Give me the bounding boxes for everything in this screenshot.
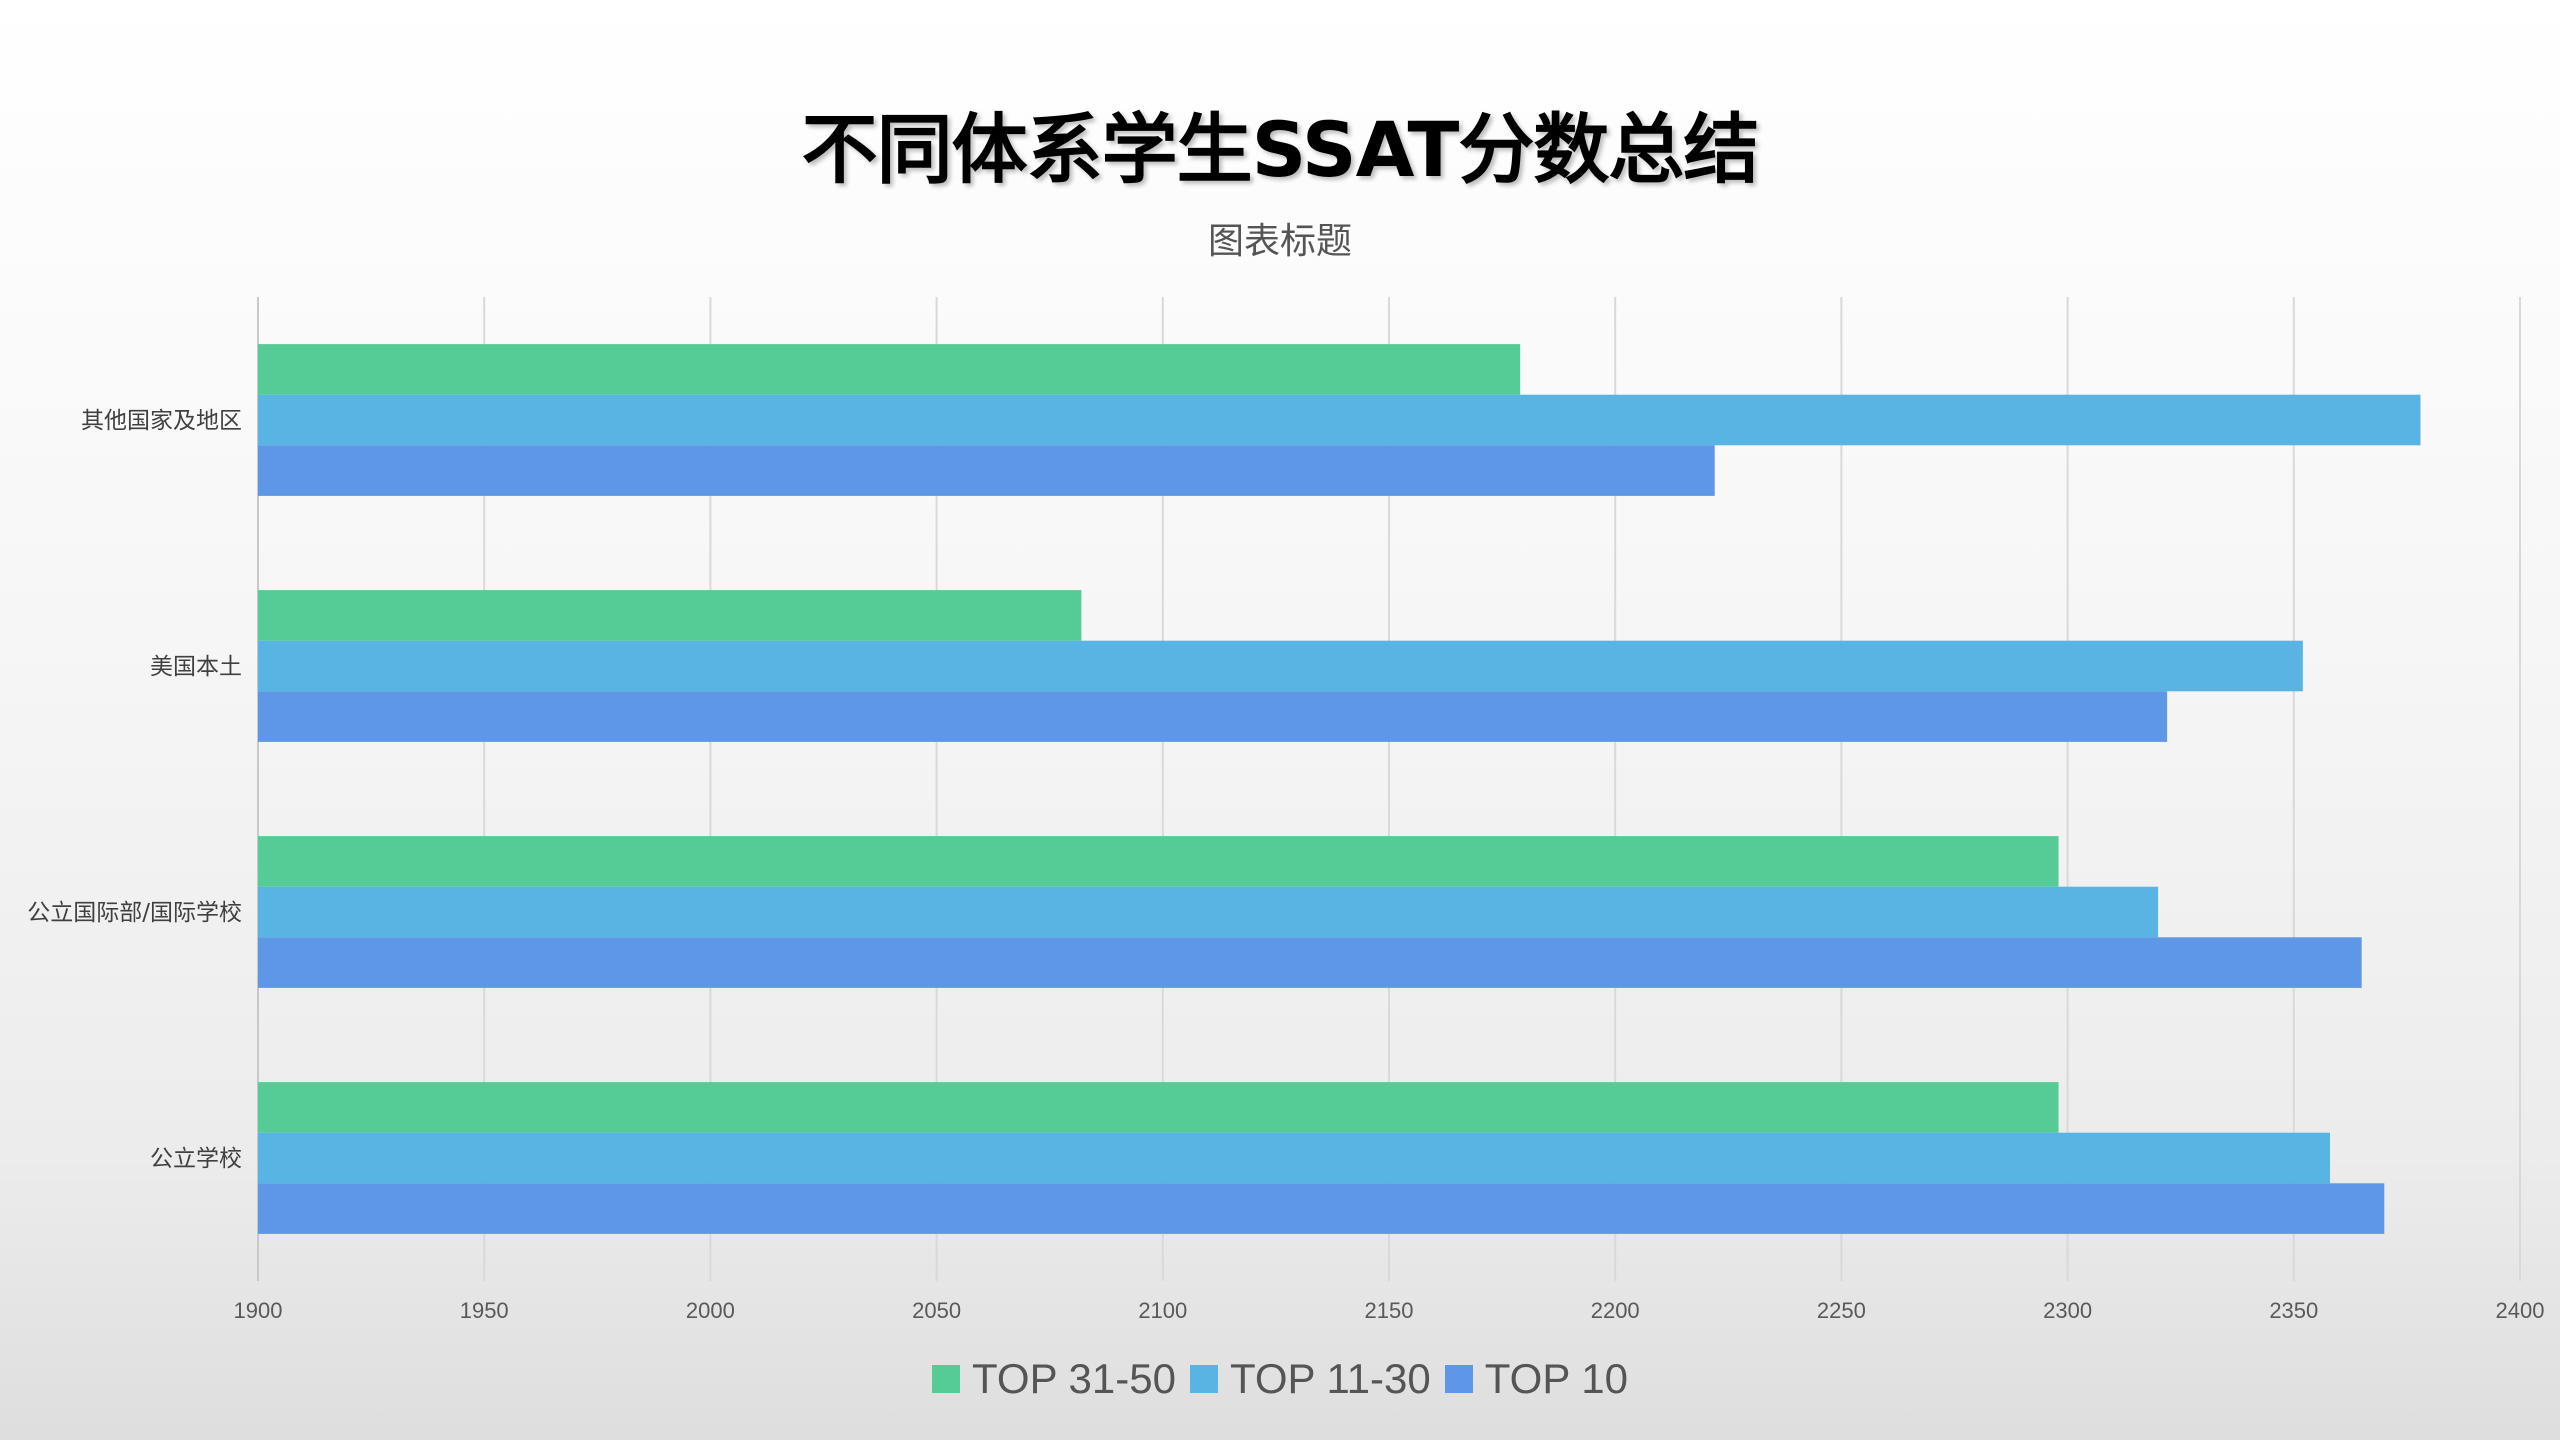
bar	[258, 590, 1082, 641]
legend-item-top11-30: TOP 11-30	[1189, 1355, 1431, 1403]
x-tick-label: 1950	[460, 1298, 509, 1323]
legend-label: TOP 31-50	[972, 1355, 1176, 1402]
x-tick-label: 2100	[1138, 1298, 1187, 1323]
bar	[258, 886, 2159, 938]
bar	[258, 344, 1521, 395]
legend-swatch	[1189, 1365, 1218, 1393]
bar	[258, 445, 1715, 496]
legend-item-top31-50: TOP 31-50	[932, 1355, 1176, 1403]
x-tick-label: 1900	[234, 1298, 283, 1323]
legend-swatch	[932, 1365, 961, 1393]
bar	[258, 691, 2168, 742]
bar	[258, 836, 2059, 887]
bar	[258, 937, 2362, 988]
legend-item-top10: TOP 10	[1444, 1355, 1628, 1403]
x-tick-label: 2300	[2043, 1298, 2092, 1323]
legend: TOP 31-50 TOP 11-30 TOP 10	[0, 1355, 2560, 1403]
category-label: 其他国家及地区	[81, 408, 242, 434]
legend-label: TOP 10	[1484, 1355, 1628, 1402]
bar	[258, 1132, 2330, 1184]
x-tick-label: 2200	[1591, 1298, 1640, 1323]
bar	[258, 640, 2303, 692]
chart-title: 不同体系学生SSAT分数总结	[801, 105, 1760, 194]
chart-subtitle: 图表标题	[1207, 221, 1352, 262]
x-tick-label: 2250	[1817, 1298, 1866, 1323]
legend-label: TOP 11-30	[1229, 1355, 1431, 1402]
bar	[258, 394, 2421, 446]
legend-swatch	[1444, 1365, 1473, 1393]
category-label: 美国本土	[150, 654, 242, 680]
bar	[258, 1082, 2059, 1133]
x-tick-label: 2350	[2269, 1298, 2318, 1323]
category-label: 公立国际部/国际学校	[27, 900, 242, 926]
x-tick-label: 2150	[1365, 1298, 1414, 1323]
x-tick-label: 2000	[686, 1298, 735, 1323]
bar	[258, 1183, 2385, 1234]
x-tick-label: 2400	[2496, 1298, 2545, 1323]
category-label: 公立学校	[150, 1146, 242, 1172]
x-tick-label: 2050	[912, 1298, 961, 1323]
